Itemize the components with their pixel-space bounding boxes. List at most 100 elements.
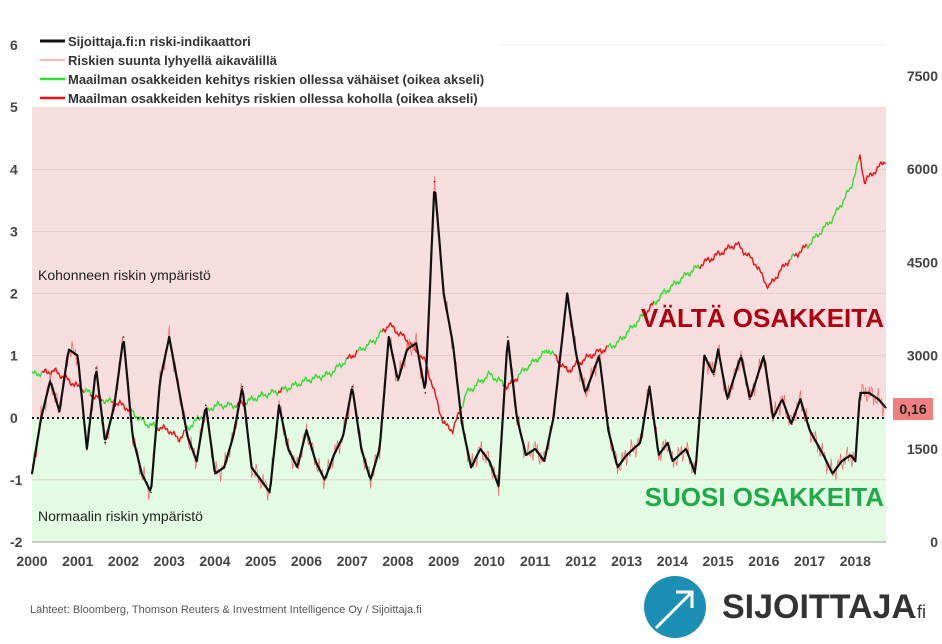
risk-indicator-point: [781, 398, 783, 400]
risk-indicator-point: [131, 435, 134, 438]
risk-indicator-point: [749, 398, 751, 400]
risk-indicator-point: [790, 423, 793, 425]
world-index-low-risk-line: [806, 158, 860, 250]
x-tick-label: 2006: [291, 553, 322, 569]
left-tick-label: 6: [10, 37, 18, 53]
left-tick-label: 1: [10, 348, 18, 364]
risk-indicator-point: [186, 435, 189, 438]
risk-indicator-point: [868, 392, 870, 394]
x-tick-label: 2011: [520, 553, 551, 569]
risk-indicator-point: [369, 479, 372, 481]
risk-indicator-point: [598, 354, 600, 357]
risk-indicator-point: [351, 385, 353, 388]
right-tick-label: 3000: [907, 348, 938, 364]
x-tick-label: 2010: [474, 553, 505, 569]
world-index-low-risk-line: [789, 252, 795, 261]
risk-indicator-point: [223, 466, 225, 469]
x-tick-label: 2016: [748, 553, 779, 569]
world-index-low-risk-line: [83, 387, 92, 395]
risk-indicator-point: [840, 460, 843, 463]
x-tick-label: 2014: [657, 553, 688, 569]
x-tick-label: 2013: [611, 553, 642, 569]
risk-indicator-point: [534, 448, 536, 450]
risk-indicator-point: [333, 454, 335, 456]
x-tick-label: 2012: [565, 553, 596, 569]
zone-high-label: Kohonneen riskin ympäristö: [38, 267, 211, 283]
risk-indicator-point: [854, 460, 857, 463]
x-tick-label: 2015: [703, 553, 734, 569]
risk-indicator-point: [488, 460, 491, 463]
risk-indicator-point: [287, 448, 289, 450]
risk-indicator-point: [877, 398, 880, 400]
avoid-stocks-label: VÄLTÄ OSAKKEITA: [641, 303, 884, 333]
world-index-high-risk-line: [381, 321, 463, 436]
risk-indicator-point: [58, 410, 61, 413]
risk-indicator-point: [470, 466, 472, 469]
left-tick-label: -1: [10, 472, 23, 488]
right-tick-label: 1500: [907, 441, 938, 457]
risk-indicator-point: [799, 398, 802, 400]
risk-indicator-point: [822, 454, 825, 456]
risk-indicator-point: [232, 435, 235, 438]
risk-indicator-point: [625, 454, 628, 456]
risk-indicator-point: [442, 292, 445, 295]
right-tick-label: 0: [930, 534, 938, 550]
risk-indicator-point: [40, 416, 42, 419]
world-index-low-risk-line: [461, 370, 504, 408]
risk-indicator-point: [685, 448, 687, 450]
risk-indicator-point: [305, 429, 308, 431]
risk-indicator-point: [575, 354, 578, 357]
risk-indicator-point: [406, 348, 408, 351]
legend-label: Riskien suunta lyhyellä aikavälillä: [68, 53, 278, 68]
risk-indicator-point: [657, 454, 660, 456]
risk-indicator-point: [250, 466, 253, 469]
risk-indicator-point: [150, 491, 152, 494]
risk-indicator-point: [808, 429, 811, 431]
world-index-low-risk-line: [101, 396, 113, 405]
left-tick-label: 3: [10, 223, 18, 239]
x-tick-label: 2004: [199, 553, 230, 569]
world-index-low-risk-line: [653, 263, 701, 306]
x-tick-label: 2018: [840, 553, 871, 569]
world-index-low-risk-line: [207, 400, 238, 413]
risk-indicator-point: [168, 336, 171, 338]
risk-indicator-point: [584, 392, 587, 394]
risk-indicator-point: [712, 373, 715, 376]
left-tick-label: 5: [10, 99, 18, 115]
x-tick-label: 2002: [108, 553, 139, 569]
risk-indicator-point: [461, 423, 463, 425]
risk-indicator-point: [214, 472, 216, 475]
risk-indicator-point: [667, 441, 669, 444]
risk-indicator-line: [30, 191, 887, 493]
world-index-high-risk-line: [858, 154, 887, 185]
risk-indicator-point: [452, 342, 454, 345]
left-tick-label: 2: [10, 286, 18, 302]
risk-indicator-point: [397, 379, 399, 382]
world-index-high-risk-line: [346, 349, 359, 360]
risk-indicator-point: [717, 348, 719, 351]
risk-indicator-point: [122, 336, 125, 338]
risk-indicator-point: [31, 472, 33, 475]
risk-indicator-point: [859, 392, 861, 394]
risk-indicator-point: [296, 466, 299, 469]
risk-indicator-point: [831, 472, 834, 475]
x-tick-label: 2007: [337, 553, 368, 569]
x-tick-label: 2005: [245, 553, 276, 569]
x-tick-label: 2001: [62, 553, 93, 569]
risk-indicator-point: [49, 379, 52, 382]
logo-suffix: .fi: [912, 602, 926, 622]
favor-stocks-label: SUOSI OSAKKEITA: [645, 482, 885, 512]
risk-indicator-point: [95, 367, 97, 369]
risk-indicator-point: [86, 448, 88, 450]
risk-indicator-point: [378, 448, 381, 450]
risk-indicator-point: [648, 385, 651, 388]
legend-label: Sijoittaja.fi:n riski-indikaattori: [68, 34, 251, 49]
world-index-high-risk-line: [644, 300, 655, 317]
world-index-low-risk-line: [517, 348, 556, 379]
risk-indicator-point: [479, 448, 482, 450]
right-tick-label: 6000: [907, 161, 938, 177]
risk-indicator-point: [543, 460, 546, 463]
sijoittaja-logo: SIJOITTAJA .fi: [644, 576, 926, 638]
world-index-high-risk-line: [554, 344, 608, 374]
